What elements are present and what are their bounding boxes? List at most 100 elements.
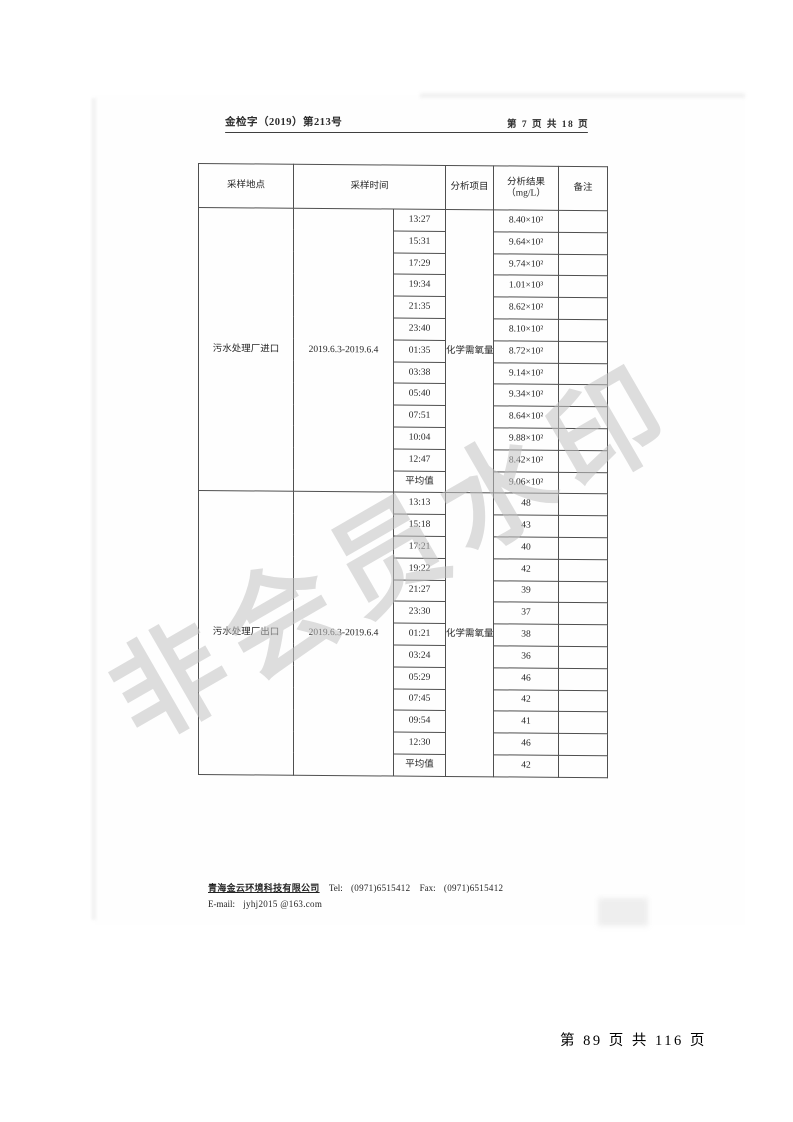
result-cell: 39 — [493, 580, 559, 603]
remark-cell — [558, 406, 608, 429]
result-cell: 8.10×10² — [493, 318, 559, 342]
result-cell: 8.62×10² — [493, 297, 559, 320]
table-row: 污水处理厂进口 2019.6.3-2019.6.4 13:27 化学需氧量 8.40×1… — [198, 207, 608, 494]
result-cell: 8.40×10² — [493, 209, 559, 233]
email-label: E-mail: — [208, 899, 235, 909]
time-cell: 平均值 — [393, 753, 446, 777]
result-cell: 9.64×10² — [493, 231, 559, 254]
remark-cell — [558, 275, 608, 298]
remark-cell — [558, 755, 608, 778]
company-name: 青海金云环境科技有限公司 — [208, 883, 320, 893]
tel-label: Tel: — [328, 883, 343, 893]
time-cell: 15:31 — [393, 230, 446, 254]
result-cell: 9.34×10² — [493, 384, 559, 407]
remark-cell — [558, 450, 608, 473]
table-row: 污水处理厂出口 2019.6.3-2019.6.4 13:13 化学需氧量 48 — [198, 490, 608, 777]
date-cell: 2019.6.3-2019.6.4 — [293, 208, 394, 493]
time-cell: 13:27 — [393, 209, 446, 232]
scan-edge-left — [92, 98, 98, 920]
report-page-label: 第 7 页 共 18 页 — [507, 120, 590, 130]
remark-cell — [558, 624, 608, 647]
time-cell: 15:18 — [393, 514, 446, 537]
result-cell: 41 — [493, 711, 559, 734]
result-cell: 42 — [493, 754, 559, 778]
time-cell: 03:24 — [393, 644, 446, 668]
header-result: 分析结果 （mg/L） — [493, 165, 559, 211]
time-cell: 12:30 — [393, 732, 446, 755]
result-cell: 37 — [493, 602, 559, 625]
time-cell: 21:27 — [393, 579, 446, 602]
remark-cell — [558, 210, 608, 233]
scan-edge-top — [420, 93, 745, 98]
result-cell: 9.14×10² — [493, 362, 559, 385]
time-cell: 01:35 — [393, 339, 446, 363]
time-cell: 23:30 — [393, 601, 446, 624]
result-cell: 8.72×10² — [493, 340, 559, 363]
result-cell: 48 — [493, 493, 559, 516]
scanned-report-page: 金检字（2019）第213号 第 7 页 共 18 页 采样地点 采样时间 分析… — [92, 93, 745, 926]
result-cell: 1.01×10³ — [493, 275, 559, 298]
remark-cell — [558, 493, 608, 516]
fax-label: Fax: — [419, 883, 436, 893]
time-cell: 01:21 — [393, 623, 446, 646]
scan-edge-corner — [598, 898, 648, 926]
footer-contact-line: 青海金云环境科技有限公司 Tel: (0971)6515412 Fax: (09… — [208, 881, 503, 894]
remark-cell — [558, 384, 608, 407]
remark-cell — [558, 319, 608, 342]
result-cell: 40 — [493, 536, 559, 560]
remark-cell — [558, 471, 608, 495]
header-time: 采样时间 — [293, 164, 446, 210]
table-header-row: 采样地点 采样时间 分析项目 分析结果 （mg/L） 备注 — [198, 163, 608, 211]
time-cell: 03:38 — [393, 361, 446, 384]
time-cell: 19:34 — [393, 274, 446, 297]
remark-cell — [558, 428, 608, 451]
time-cell: 07:51 — [393, 405, 446, 428]
remark-cell — [558, 537, 608, 560]
remark-cell — [558, 297, 608, 320]
footer-email-line: E-mail: jyhj2015 @163.com — [208, 899, 503, 909]
location-cell: 污水处理厂进口 — [198, 207, 294, 492]
header-location: 采样地点 — [198, 163, 294, 209]
header-item: 分析项目 — [445, 165, 494, 210]
time-cell: 17:29 — [393, 252, 446, 275]
item-cell: 化学需氧量 — [445, 209, 494, 494]
remark-cell — [558, 602, 608, 625]
header-result-line1: 分析结果 — [507, 177, 546, 188]
result-cell: 8.64×10² — [493, 405, 559, 429]
time-cell: 10:04 — [393, 427, 446, 450]
remark-cell — [558, 559, 608, 582]
result-cell: 9.88×10² — [493, 427, 559, 451]
result-cell: 36 — [493, 645, 559, 669]
sample-results-table: 采样地点 采样时间 分析项目 分析结果 （mg/L） 备注 污水处理厂进口 201… — [198, 163, 608, 778]
result-cell: 38 — [493, 623, 559, 647]
header-remark: 备注 — [558, 166, 608, 211]
sample-table-body: 污水处理厂进口 2019.6.3-2019.6.4 13:27 化学需氧量 8.40×1… — [198, 207, 608, 778]
remark-cell — [558, 515, 608, 538]
time-cell: 05:29 — [393, 666, 446, 689]
result-cell: 9.06×10² — [493, 471, 559, 494]
tel-number: (0971)6515412 — [350, 883, 411, 893]
result-cell: 9.74×10² — [493, 253, 559, 276]
time-cell: 17:21 — [393, 535, 446, 559]
remark-cell — [558, 711, 608, 734]
time-cell: 07:45 — [393, 688, 446, 711]
time-cell: 19:22 — [393, 557, 446, 580]
viewer-page-indicator: 第 89 页 共 116 页 — [560, 1033, 707, 1049]
email-address: jyhj2015 @163.com — [243, 899, 323, 909]
time-cell: 13:13 — [393, 492, 446, 515]
remark-cell — [558, 341, 608, 364]
time-cell: 平均值 — [393, 470, 446, 493]
remark-cell — [558, 689, 608, 713]
report-doc-number: 金检字（2019）第213号 — [225, 117, 343, 128]
header-result-line2: （mg/L） — [506, 187, 546, 199]
result-cell: 43 — [493, 514, 559, 538]
fax-number: (0971)6515412 — [443, 883, 504, 893]
time-cell: 23:40 — [393, 318, 446, 341]
report-footer: 青海金云环境科技有限公司 Tel: (0971)6515412 Fax: (09… — [208, 881, 503, 909]
result-cell: 42 — [493, 558, 559, 581]
remark-cell — [558, 253, 608, 277]
time-cell: 05:40 — [393, 383, 446, 406]
time-cell: 21:35 — [393, 296, 446, 319]
remark-cell — [558, 733, 608, 756]
